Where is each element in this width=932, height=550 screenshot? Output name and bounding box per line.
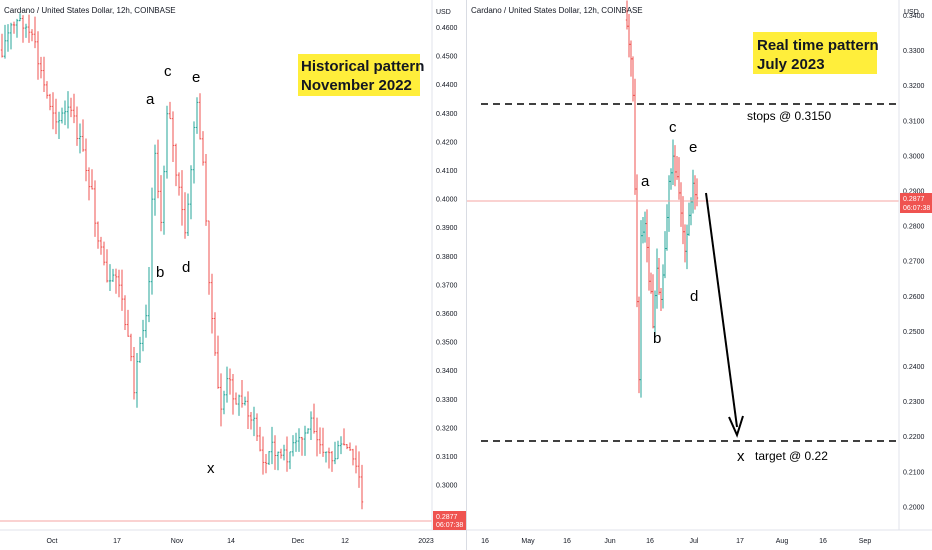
- right-x-tick-label: Jun: [604, 538, 615, 545]
- right-y-tick-label: 0.2900: [903, 189, 925, 196]
- left-y-ticks: 0.4600 0.4500 0.4400 0.4300 0.4200 0.4100 0.40…: [436, 25, 458, 518]
- right-stops-label: stops @ 0.3150: [747, 109, 832, 123]
- left-x-tick-label: 17: [113, 538, 121, 545]
- left-y-tick-label: 0.3300: [436, 397, 458, 404]
- right-y-tick-label: 0.2600: [903, 294, 925, 301]
- right-chart-header: Cardano / United States Dollar, 12h, COI…: [471, 6, 643, 15]
- right-y-tick-label: 0.2400: [903, 364, 925, 371]
- left-x-tick-label: 12: [341, 538, 349, 545]
- right-wave-label-b: b: [653, 330, 661, 347]
- right-y-tick-label: 0.2300: [903, 399, 925, 406]
- left-chart-panel[interactable]: Cardano / United States Dollar, 12h, COI…: [0, 0, 466, 550]
- right-y-tick-label: 0.2800: [903, 224, 925, 231]
- left-annotation-box: [298, 54, 420, 96]
- right-x-tick-label: 16: [819, 538, 827, 545]
- left-annotation-line2: November 2022: [301, 77, 412, 94]
- right-wave-label-e: e: [689, 139, 697, 156]
- left-annotation-line1: Historical pattern: [301, 58, 424, 75]
- right-price-badge-price: 0.2877: [903, 196, 925, 203]
- right-x-tick-label: Jul: [690, 538, 699, 545]
- right-x-tick-label: 17: [736, 538, 744, 545]
- left-x-tick-label: Nov: [171, 538, 184, 545]
- left-y-tick-label: 0.4600: [436, 25, 458, 32]
- right-annotation-box: [753, 32, 877, 74]
- right-wave-label-x: x: [737, 448, 745, 465]
- left-y-tick-label: 0.4000: [436, 197, 458, 204]
- right-wave-label-d: d: [690, 288, 698, 305]
- right-wave-label-c: c: [669, 119, 677, 136]
- left-wave-label-x: x: [207, 460, 215, 477]
- right-y-tick-label: 0.3200: [903, 83, 925, 90]
- right-x-tick-label: 16: [563, 538, 571, 545]
- right-projection-arrowhead: [728, 415, 744, 438]
- right-y-tick-label: 0.3300: [903, 48, 925, 55]
- right-y-tick-label: 0.2100: [903, 469, 925, 476]
- left-wave-label-e: e: [192, 69, 200, 86]
- left-chart-header: Cardano / United States Dollar, 12h, COI…: [4, 6, 176, 15]
- right-candles-group: [625, 0, 699, 398]
- left-y-tick-label: 0.4200: [436, 139, 458, 146]
- left-x-tick-label: Dec: [292, 538, 305, 545]
- left-x-tick-label: 14: [227, 538, 235, 545]
- left-y-tick-label: 0.4500: [436, 54, 458, 61]
- right-x-tick-label: 16: [646, 538, 654, 545]
- right-price-badge: [900, 193, 932, 213]
- left-y-tick-label: 0.3200: [436, 425, 458, 432]
- left-price-badge: [433, 511, 466, 530]
- left-chart-svg[interactable]: Historical pattern November 2022 a b c d…: [0, 0, 466, 550]
- left-y-tick-label: 0.3100: [436, 454, 458, 461]
- left-y-tick-label: 0.3700: [436, 282, 458, 289]
- left-y-tick-label: 0.3600: [436, 311, 458, 318]
- right-x-tick-label: May: [521, 538, 535, 545]
- left-y-tick-label: 0.3900: [436, 225, 458, 232]
- left-x-tick-label: Oct: [47, 538, 58, 545]
- left-y-tick-label: 0.4100: [436, 168, 458, 175]
- right-chart-panel[interactable]: Cardano / United States Dollar, 12h, COI…: [466, 0, 932, 550]
- left-y-tick-label: 0.3500: [436, 340, 458, 347]
- right-annotation-line1: Real time pattern: [757, 37, 879, 54]
- right-wave-label-a: a: [641, 173, 650, 190]
- right-y-ticks: 0.34000.33000.32000.31000.30000.29000.28…: [903, 13, 925, 511]
- left-y-tick-label: 0.3800: [436, 254, 458, 261]
- right-y-tick-label: 0.3000: [903, 153, 925, 160]
- right-x-tick-label: Sep: [859, 538, 872, 545]
- right-y-tick-label: 0.2000: [903, 504, 925, 511]
- right-chart-svg[interactable]: stops @ 0.3150 target @ 0.22 Real time p…: [467, 0, 932, 550]
- left-candles-group: [0, 13, 364, 510]
- left-wave-label-a: a: [146, 91, 155, 108]
- right-x-ticks: 16 May 16 Jun 16 Jul 17 Aug 16 Sep: [481, 538, 871, 545]
- right-x-tick-label: 16: [481, 538, 489, 545]
- left-currency-label: USD: [436, 9, 451, 16]
- left-x-tick-label: 2023: [418, 538, 434, 545]
- left-wave-label-c: c: [164, 63, 172, 80]
- right-annotation-line2: July 2023: [757, 56, 825, 73]
- right-y-tick-label: 0.3400: [903, 13, 925, 20]
- right-y-tick-label: 0.2200: [903, 434, 925, 441]
- left-y-tick-label: 0.4300: [436, 111, 458, 118]
- left-wave-label-d: d: [182, 259, 190, 276]
- right-currency-label: USD: [904, 9, 919, 16]
- right-projection-arrow-line: [705, 192, 738, 428]
- right-y-tick-label: 0.2500: [903, 329, 925, 336]
- left-y-tick-label: 0.3400: [436, 368, 458, 375]
- left-y-tick-label: 0.3000: [436, 483, 458, 490]
- right-y-tick-label: 0.3100: [903, 118, 925, 125]
- right-target-label: target @ 0.22: [755, 449, 828, 463]
- right-price-badge-time: 06:07:38: [903, 205, 930, 212]
- left-price-badge-price: 0.2877: [436, 514, 458, 521]
- right-x-tick-label: Aug: [776, 538, 789, 545]
- right-y-tick-label: 0.2700: [903, 259, 925, 266]
- left-wave-label-b: b: [156, 264, 164, 281]
- left-x-ticks: Oct 17 Nov 14 Dec 12 2023: [47, 538, 434, 545]
- left-y-tick-label: 0.4400: [436, 82, 458, 89]
- left-price-badge-time: 06:07:38: [436, 522, 463, 529]
